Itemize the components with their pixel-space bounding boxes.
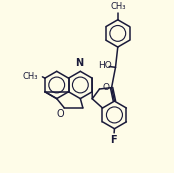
Text: CH₃: CH₃: [22, 72, 38, 81]
Text: N: N: [76, 58, 84, 68]
Text: CH₃: CH₃: [110, 2, 125, 11]
Text: F: F: [110, 135, 117, 145]
Text: O: O: [57, 109, 64, 119]
Text: HO: HO: [98, 61, 112, 71]
Text: O: O: [102, 83, 109, 92]
